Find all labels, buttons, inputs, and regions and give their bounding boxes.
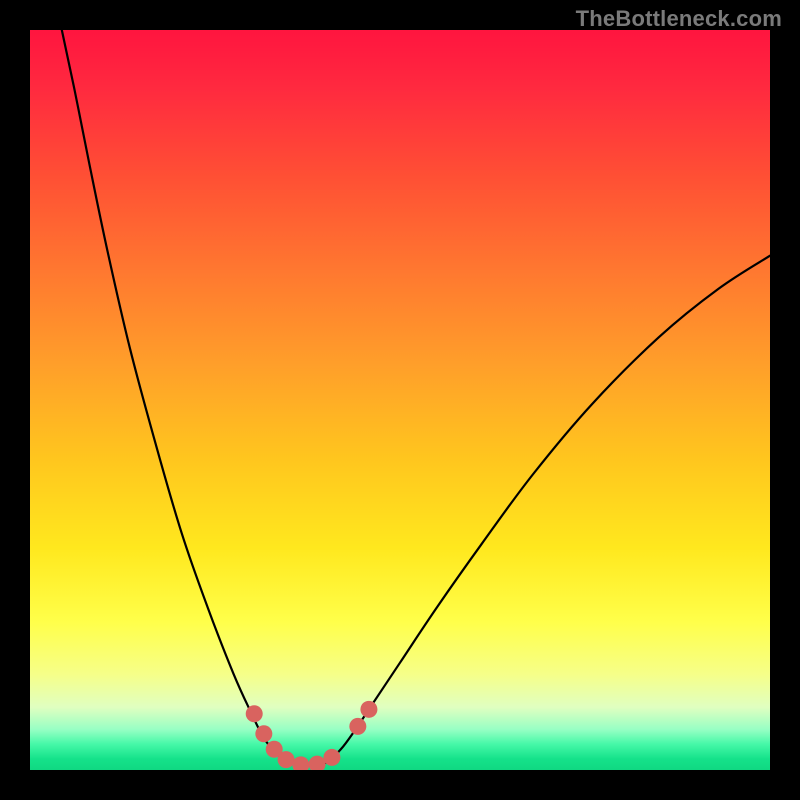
curve-marker [349, 718, 366, 735]
gradient-background [30, 30, 770, 770]
plot-area [30, 30, 770, 770]
chart-svg [30, 30, 770, 770]
curve-marker [278, 751, 295, 768]
curve-marker [360, 701, 377, 718]
curve-marker [246, 705, 263, 722]
curve-marker [323, 749, 340, 766]
curve-marker [255, 725, 272, 742]
watermark-text: TheBottleneck.com [576, 6, 782, 32]
